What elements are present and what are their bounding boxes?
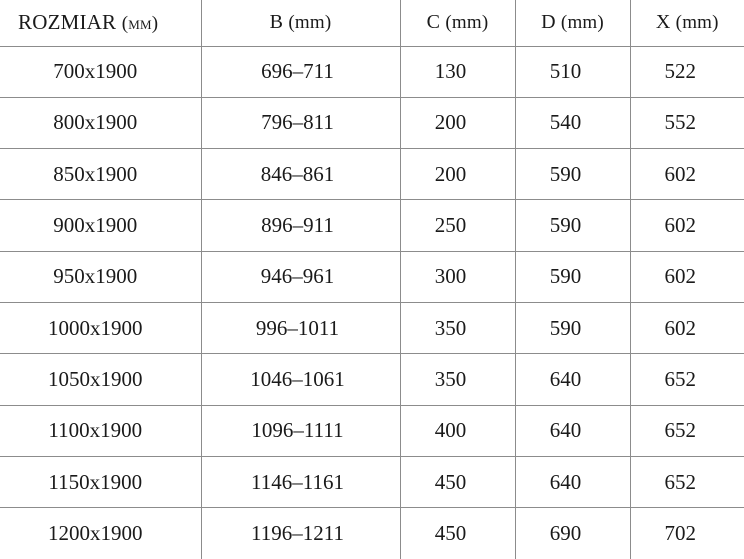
cell-size: 800x1900 [0,97,202,150]
cell-c: 450 [400,507,516,559]
cell-c: 200 [400,97,516,150]
cell-x: 602 [630,251,744,303]
column-header-x-label: X [655,11,671,34]
cell-c: 130 [400,46,516,98]
column-header-c-unit: (mm) [445,12,489,34]
column-header-size: ROZMIAR (mm) [0,0,202,47]
column-header-b: B (mm) [201,0,401,47]
column-header-b-unit: (mm) [288,12,332,34]
cell-c: 400 [400,405,516,457]
table-row: 900x1900 896–911 250 590 602 [0,199,744,252]
cell-b: 846–861 [201,148,401,201]
cell-b: 1096–1111 [201,405,401,457]
column-header-c-label: C [426,11,441,34]
table-row: 850x1900 846–861 200 590 602 [0,148,744,201]
cell-size: 700x1900 [0,46,202,98]
cell-d: 640 [515,456,631,509]
cell-x: 602 [630,302,744,355]
cell-b: 946–961 [201,251,401,303]
cell-size: 1100x1900 [0,405,202,457]
cell-b: 1196–1211 [201,507,401,559]
cell-c: 200 [400,148,516,201]
column-header-d-label: D [541,11,556,34]
cell-d: 590 [515,199,631,252]
column-header-x-unit: (mm) [675,12,719,34]
cell-x: 522 [630,46,744,98]
cell-size: 850x1900 [0,148,202,201]
column-header-c: C (mm) [400,0,516,47]
cell-size: 950x1900 [0,251,202,303]
column-header-b-label: B [269,11,284,34]
cell-size: 1150x1900 [0,456,202,509]
cell-c: 350 [400,302,516,355]
cell-x: 552 [630,97,744,150]
cell-d: 640 [515,405,631,457]
cell-d: 590 [515,251,631,303]
cell-d: 510 [515,46,631,98]
column-header-size-unit: (mm) [121,13,159,35]
table-row: 950x1900 946–961 300 590 602 [0,251,744,303]
cell-c: 250 [400,199,516,252]
cell-d: 590 [515,148,631,201]
column-header-d-unit: (mm) [560,12,604,34]
table-row: 700x1900 696–711 130 510 522 [0,46,744,98]
table-row: 1050x1900 1046–1061 350 640 652 [0,353,744,406]
cell-c: 300 [400,251,516,303]
cell-b: 696–711 [201,46,401,98]
cell-d: 590 [515,302,631,355]
cell-size: 1050x1900 [0,353,202,406]
table-row: 1200x1900 1196–1211 450 690 702 [0,507,744,559]
cell-b: 1046–1061 [201,353,401,406]
cell-x: 652 [630,353,744,406]
cell-x: 602 [630,148,744,201]
table-row: 800x1900 796–811 200 540 552 [0,97,744,150]
column-header-d: D (mm) [515,0,631,47]
cell-b: 796–811 [201,97,401,150]
cell-b: 1146–1161 [201,456,401,509]
cell-x: 652 [630,456,744,509]
cell-d: 690 [515,507,631,559]
cell-d: 640 [515,353,631,406]
table-header: ROZMIAR (mm) B (mm) C (mm) D (mm) X (mm) [0,0,744,47]
cell-b: 996–1011 [201,302,401,355]
table-row: 1000x1900 996–1011 350 590 602 [0,302,744,355]
cell-b: 896–911 [201,199,401,252]
cell-d: 540 [515,97,631,150]
column-header-size-label: ROZMIAR [18,10,117,35]
cell-x: 702 [664,521,697,546]
cell-size: 1200x1900 [0,507,202,559]
cell-x: 652 [630,405,744,457]
cell-size: 900x1900 [0,199,202,252]
cell-c: 350 [400,353,516,406]
cell-x: 602 [630,199,744,252]
cell-c: 450 [400,456,516,509]
table-body: 700x1900 696–711 130 510 522 800x1900 79… [0,46,744,559]
table-row: 1150x1900 1146–1161 450 640 652 [0,456,744,509]
table-row: 1100x1900 1096–1111 400 640 652 [0,405,744,457]
cell-size: 1000x1900 [0,302,202,355]
column-header-x: X (mm) [630,0,744,47]
header-row: ROZMIAR (mm) B (mm) C (mm) D (mm) X (mm) [0,0,744,47]
